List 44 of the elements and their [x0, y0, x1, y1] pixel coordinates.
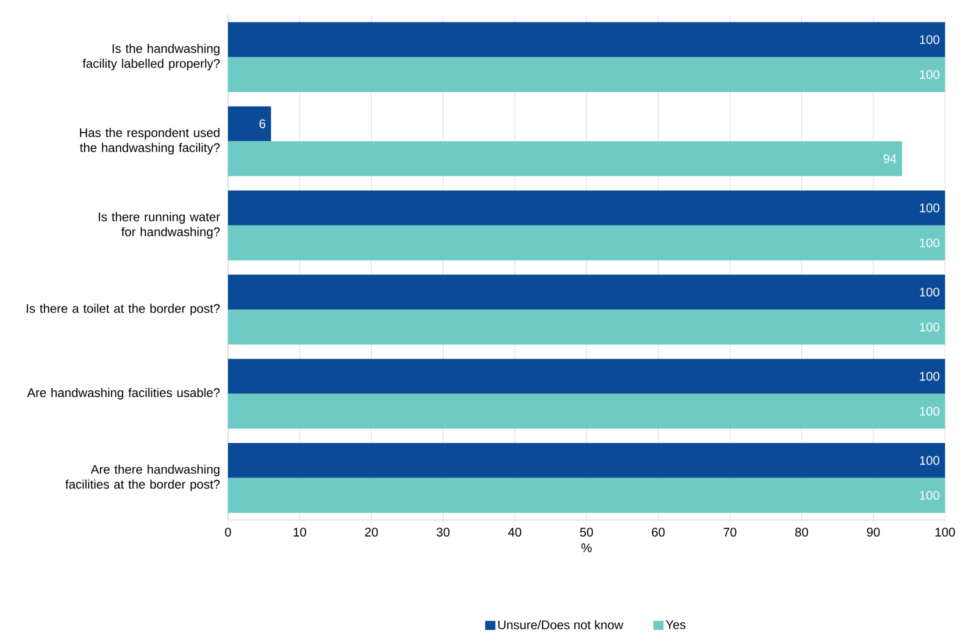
bar [228, 57, 946, 92]
bar [228, 22, 946, 58]
bar [228, 141, 902, 176]
bar [228, 106, 272, 142]
data-label: 6 [260, 119, 266, 128]
bar [228, 394, 946, 429]
bar [228, 274, 946, 310]
bar [228, 225, 946, 260]
bar [228, 442, 946, 478]
data-label: 100 [920, 490, 940, 500]
x-tick-label: 70 [724, 528, 736, 537]
data-label: 100 [920, 406, 940, 416]
x-tick-label: 40 [508, 528, 522, 537]
bar [228, 190, 946, 226]
data-label: 94 [884, 154, 896, 164]
y-tick-label: Is there running water for handwashing? [98, 212, 220, 239]
x-tick-label: 50 [580, 528, 593, 537]
x-tick-label: 100 [936, 528, 955, 537]
x-tick-label: 20 [365, 528, 378, 537]
x-tick-label: 90 [866, 528, 880, 537]
data-label: 100 [920, 70, 940, 79]
data-label: 100 [920, 204, 940, 212]
x-tick-label: 0 [225, 528, 231, 537]
y-tick-label: Are there handwashing facilities at the border post? [65, 464, 220, 492]
data-label: 100 [920, 35, 940, 44]
y-tick-label: Has the respondent used the handwashing facility? [80, 128, 220, 155]
data-label: 100 [920, 288, 940, 297]
bar [228, 310, 946, 345]
bar [228, 478, 946, 513]
legend-label: Unsure/Does not know [498, 620, 624, 630]
y-tick-label: Is the handwashing facility labelled properly? [82, 44, 220, 70]
x-tick-label: 30 [436, 528, 450, 537]
x-tick-label: 80 [795, 528, 808, 537]
x-tick-label: 10 [294, 528, 306, 537]
data-label: 100 [920, 322, 940, 332]
legend-label: Yes [666, 620, 686, 630]
y-tick-label: Are handwashing facilities usable? [27, 388, 220, 400]
data-label: 100 [920, 456, 940, 465]
bar [228, 358, 946, 394]
data-label: 100 [920, 238, 940, 248]
data-label: 100 [920, 372, 940, 381]
x-axis-title: % [581, 543, 592, 552]
x-tick-label: 60 [652, 528, 665, 537]
y-tick-label: Is there a toilet at the border post? [26, 304, 220, 316]
